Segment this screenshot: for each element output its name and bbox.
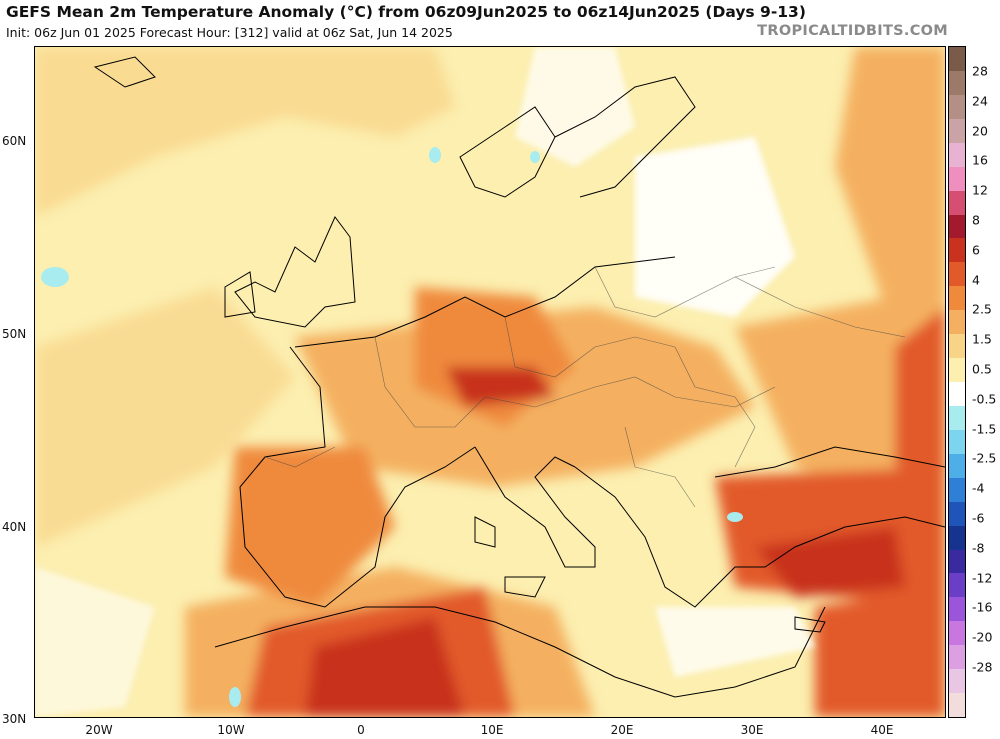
colorbar-segment (949, 477, 965, 503)
colorbar-tick-label: -16 (972, 599, 993, 615)
colorbar-segment (949, 286, 965, 311)
colorbar-tick-label: -1.5 (972, 421, 997, 437)
colorbar-tick-label: -28 (972, 659, 993, 675)
colorbar-tick-label: 6 (972, 242, 980, 258)
colorbar-tick-label: -4 (972, 480, 985, 496)
colorbar-segment (949, 166, 965, 192)
lon-label-20e: 20E (610, 723, 634, 737)
colorbar-segment (949, 262, 965, 287)
colorbar-segment (949, 142, 965, 168)
colorbar-segment (949, 525, 965, 550)
header: GEFS Mean 2m Temperature Anomaly (°C) fr… (0, 0, 1000, 46)
colorbar (948, 46, 966, 718)
lon-label-30e: 30E (740, 723, 764, 737)
colorbar-segment (949, 238, 965, 263)
lat-label-60n: 60N (2, 134, 27, 148)
coastlines (93, 56, 945, 698)
colorbar-tick-label: -8 (972, 540, 985, 556)
colorbar-segment (949, 669, 965, 694)
colorbar-segment (949, 47, 965, 72)
colorbar-tick-label: 20 (972, 123, 988, 139)
colorbar-segment (949, 118, 965, 144)
lon-label-40e: 40E (870, 723, 894, 737)
colorbar-tick-label: -12 (972, 570, 993, 586)
colorbar-tick-label: 24 (972, 93, 988, 109)
colorbar-segment (949, 645, 965, 670)
colorbar-tick-label: 16 (972, 152, 988, 168)
colorbar-segment (949, 358, 965, 383)
colorbar-segment (949, 214, 965, 239)
colorbar-tick-label: 8 (972, 212, 980, 228)
cool-spot (727, 512, 743, 522)
anomaly-map[interactable] (34, 46, 946, 718)
borders (264, 266, 906, 508)
brand-watermark[interactable]: TROPICALTIDBITS.COM (757, 23, 948, 39)
anomaly-shading (35, 47, 945, 717)
colorbar-tick-label: -2.5 (972, 450, 997, 466)
colorbar-tick-label: 12 (972, 182, 988, 198)
colorbar-segment (949, 310, 965, 335)
colorbar-segment (949, 70, 965, 96)
colorbar-segment (949, 190, 965, 215)
lon-label-20w: 20W (85, 723, 113, 737)
colorbar-segment (949, 405, 965, 431)
colorbar-tick-label: -0.5 (972, 391, 997, 407)
colorbar-tick-label: 28 (972, 63, 988, 79)
cool-spot (41, 267, 69, 287)
colorbar-tick-label: -20 (972, 629, 993, 645)
colorbar-segment (949, 621, 965, 646)
colorbar-segment (949, 573, 965, 598)
cool-spot (229, 687, 241, 707)
colorbar-segment (949, 501, 965, 527)
colorbar-segment (949, 693, 965, 718)
colorbar-segment (949, 453, 965, 479)
lon-label-10w: 10W (217, 723, 245, 737)
cool-spot (530, 151, 540, 163)
map-subtitle: Init: 06z Jun 01 2025 Forecast Hour: [31… (6, 25, 453, 40)
lat-label-50n: 50N (2, 327, 27, 341)
colorbar-segment (949, 549, 965, 574)
colorbar-segment (949, 429, 965, 455)
cool-spot (429, 147, 441, 163)
colorbar-tick-label: 1.5 (972, 331, 992, 347)
colorbar-segment (949, 334, 965, 359)
colorbar-tick-label: 4 (972, 272, 980, 288)
lat-label-40n: 40N (2, 520, 27, 534)
colorbar-tick-label: 0.5 (972, 361, 992, 377)
lon-label-10e: 10E (480, 723, 504, 737)
colorbar-segment (949, 382, 965, 407)
map-title: GEFS Mean 2m Temperature Anomaly (°C) fr… (6, 3, 806, 21)
colorbar-segment (949, 94, 965, 120)
colorbar-segment (949, 597, 965, 622)
colorbar-tick-label: 2.5 (972, 301, 992, 317)
colorbar-tick-label: -6 (972, 510, 985, 526)
lat-label-30n: 30N (2, 712, 27, 726)
lon-label-0: 0 (357, 723, 365, 737)
